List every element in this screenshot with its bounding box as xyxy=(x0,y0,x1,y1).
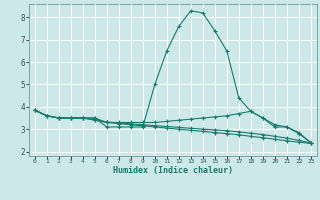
X-axis label: Humidex (Indice chaleur): Humidex (Indice chaleur) xyxy=(113,166,233,175)
